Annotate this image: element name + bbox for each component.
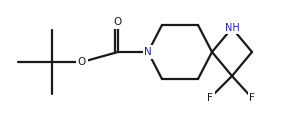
Text: NH: NH: [225, 23, 239, 33]
Text: O: O: [78, 57, 86, 67]
Text: N: N: [144, 47, 152, 57]
Text: F: F: [207, 93, 213, 103]
Text: F: F: [249, 93, 255, 103]
Text: O: O: [114, 17, 122, 27]
